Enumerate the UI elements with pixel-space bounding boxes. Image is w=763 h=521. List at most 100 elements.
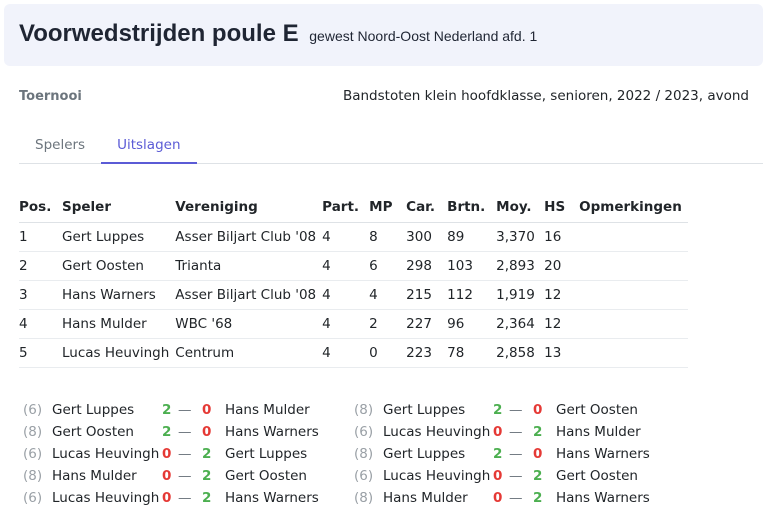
cell-brtn: 96 (447, 309, 497, 339)
cell-hs: 12 (544, 309, 580, 339)
col-header-hs: HS (544, 193, 580, 223)
cell-mp: 6 (369, 251, 407, 281)
match-score-2: 0 (533, 446, 543, 462)
cell-speler: Gert Luppes (62, 222, 176, 252)
match-score-1: 2 (493, 402, 503, 418)
table-row: 4 Hans Mulder WBC '68 4 2 227 96 2,364 1… (19, 309, 688, 339)
cell-hs: 13 (544, 338, 580, 368)
cell-brtn: 103 (447, 251, 497, 281)
cell-mp: 2 (369, 309, 407, 339)
page-header: Voorwedstrijden poule E gewest Noord-Oos… (4, 4, 763, 66)
match-dash: — (509, 446, 523, 462)
match-player-2: Gert Oosten (556, 402, 638, 418)
match-caramboles: (8) (354, 490, 374, 506)
match-player-2: Gert Luppes (225, 446, 308, 462)
cell-moy: 2,893 (496, 251, 545, 281)
match-player-2: Hans Warners (556, 490, 650, 506)
match-player-1: Lucas Heuvingh (383, 468, 491, 484)
match-score-1: 0 (162, 446, 172, 462)
table-row: 3 Hans Warners Asser Biljart Club '08 4 … (19, 280, 688, 310)
table-row: 1 Gert Luppes Asser Biljart Club '08 4 8… (19, 222, 688, 252)
match-score-1: 0 (493, 490, 503, 506)
cell-pos: 2 (19, 251, 62, 281)
match-caramboles: (6) (23, 490, 43, 506)
standings-table: Pos. Speler Vereniging Part. MP Car. Brt… (19, 193, 688, 368)
cell-car: 298 (406, 251, 448, 281)
match-row: (6) Lucas Heuvingh 0 — 2 Gert Luppes (23, 443, 335, 465)
match-score-2: 2 (533, 468, 543, 484)
cell-pos: 3 (19, 280, 62, 310)
cell-car: 227 (406, 309, 448, 339)
match-score-2: 2 (202, 468, 212, 484)
cell-part: 4 (322, 280, 370, 310)
match-caramboles: (8) (354, 446, 374, 462)
cell-mp: 0 (369, 338, 407, 368)
match-score-1: 0 (493, 424, 503, 440)
match-player-1: Lucas Heuvingh (52, 490, 160, 506)
col-header-speler: Speler (62, 193, 176, 223)
match-row: (8) Gert Oosten 2 — 0 Hans Warners (23, 421, 335, 443)
match-dash: — (509, 490, 523, 506)
match-score-1: 0 (162, 468, 172, 484)
col-header-opmerkingen: Opmerkingen (579, 193, 688, 223)
page-title: Voorwedstrijden poule E gewest Noord-Oos… (19, 20, 537, 48)
cell-brtn: 78 (447, 338, 497, 368)
cell-opmerkingen (579, 280, 688, 310)
cell-vereniging: Centrum (175, 338, 323, 368)
match-caramboles: (8) (23, 424, 43, 440)
match-score-2: 2 (533, 490, 543, 506)
match-row: (8) Gert Luppes 2 — 0 Gert Oosten (354, 399, 666, 421)
match-player-2: Hans Mulder (556, 424, 641, 440)
match-row: (8) Gert Luppes 2 — 0 Hans Warners (354, 443, 666, 465)
tab-uitslagen[interactable]: Uitslagen (101, 128, 197, 164)
match-player-1: Hans Mulder (383, 490, 468, 506)
cell-moy: 2,858 (496, 338, 545, 368)
cell-car: 215 (406, 280, 448, 310)
cell-brtn: 89 (447, 222, 497, 252)
match-caramboles: (6) (23, 446, 43, 462)
col-header-part: Part. (322, 193, 370, 223)
cell-opmerkingen (579, 251, 688, 281)
cell-speler: Hans Warners (62, 280, 176, 310)
match-player-2: Hans Warners (556, 446, 650, 462)
cell-brtn: 112 (447, 280, 497, 310)
cell-mp: 4 (369, 280, 407, 310)
cell-part: 4 (322, 222, 370, 252)
match-player-2: Hans Mulder (225, 402, 310, 418)
match-player-1: Lucas Heuvingh (383, 424, 491, 440)
match-dash: — (509, 424, 523, 440)
match-row: (6) Lucas Heuvingh 0 — 2 Hans Mulder (354, 421, 666, 443)
cell-hs: 16 (544, 222, 580, 252)
cell-speler: Hans Mulder (62, 309, 176, 339)
col-header-moy: Moy. (496, 193, 545, 223)
match-player-1: Gert Luppes (52, 402, 135, 418)
match-dash: — (509, 402, 523, 418)
match-player-1: Gert Luppes (383, 446, 466, 462)
cell-speler: Gert Oosten (62, 251, 176, 281)
match-dash: — (178, 490, 192, 506)
match-score-2: 2 (533, 424, 543, 440)
match-caramboles: (6) (23, 402, 43, 418)
match-dash: — (178, 468, 192, 484)
cell-hs: 12 (544, 280, 580, 310)
cell-speler: Lucas Heuvingh (62, 338, 176, 368)
match-score-2: 2 (202, 490, 212, 506)
match-score-1: 0 (162, 490, 172, 506)
match-score-1: 2 (162, 424, 172, 440)
cell-opmerkingen (579, 338, 688, 368)
tab-spelers[interactable]: Spelers (35, 137, 86, 153)
title-text: Voorwedstrijden poule E (19, 20, 299, 47)
match-dash: — (178, 446, 192, 462)
match-score-1: 0 (493, 468, 503, 484)
cell-pos: 1 (19, 222, 62, 252)
cell-moy: 3,370 (496, 222, 545, 252)
cell-part: 4 (322, 251, 370, 281)
cell-vereniging: WBC '68 (175, 309, 323, 339)
table-row: 5 Lucas Heuvingh Centrum 4 0 223 78 2,85… (19, 338, 688, 368)
match-player-1: Lucas Heuvingh (52, 446, 160, 462)
standings-header-row: Pos. Speler Vereniging Part. MP Car. Brt… (19, 193, 688, 223)
match-results-right: (8) Gert Luppes 2 — 0 Gert Oosten (6) Lu… (354, 399, 666, 509)
match-player-1: Hans Mulder (52, 468, 137, 484)
match-player-2: Hans Warners (225, 424, 319, 440)
tab-bar: Spelers Uitslagen (19, 128, 763, 164)
